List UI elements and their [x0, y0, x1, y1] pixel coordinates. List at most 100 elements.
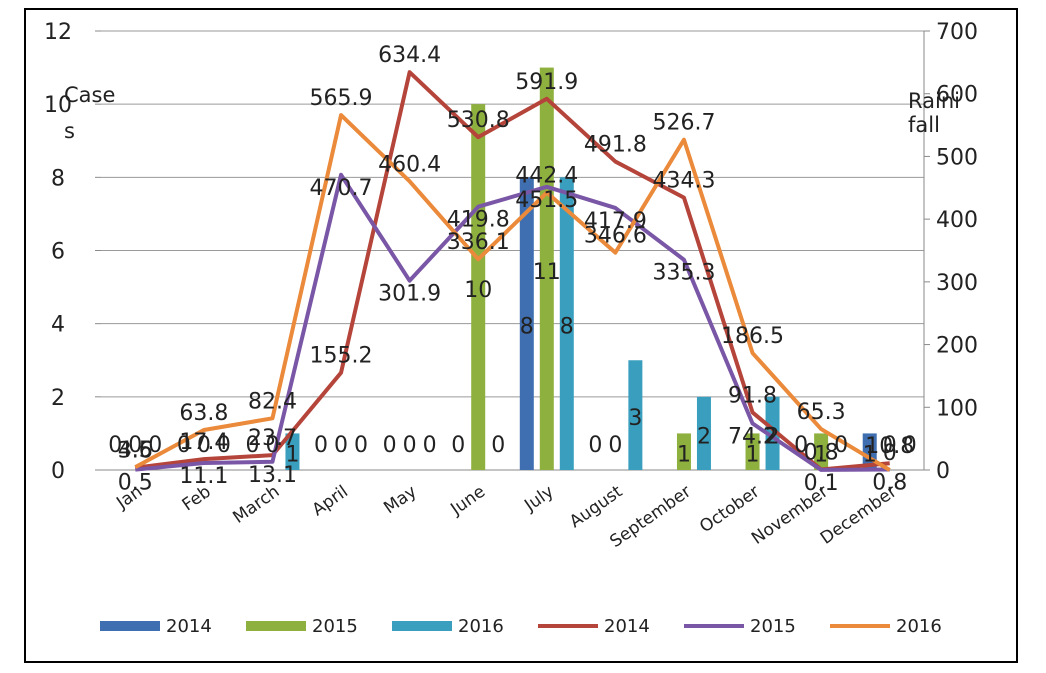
line-value-label: 13.1 [248, 463, 297, 488]
right-axis-tick-label: 600 [936, 83, 978, 108]
line-value-label: 11.1 [179, 464, 228, 489]
line-value-label: 3.6 [118, 439, 153, 464]
bar-value-label: 11 [533, 260, 561, 285]
bar-value-label: 0 [314, 433, 328, 458]
line-value-label: 417.9 [584, 209, 647, 234]
right-axis-tick-label: 0 [936, 459, 950, 484]
bar-value-label: 8 [520, 315, 534, 340]
category-tick-label: July [520, 482, 557, 516]
left-axis-tick-label: 8 [51, 166, 65, 191]
bar-2016 [696, 396, 711, 470]
line-2014 [135, 70, 890, 472]
line-value-label: 434.3 [652, 169, 715, 194]
bar-value-label: 0 [265, 433, 279, 458]
line-value-label: 23.7 [248, 426, 297, 451]
gridlines [101, 30, 924, 471]
line-value-label: 0.5 [118, 471, 153, 496]
bar-series-group [285, 67, 877, 471]
bar-value-label: 1 [746, 443, 760, 468]
legend-label: 2016 [458, 616, 504, 637]
bar-2015 [814, 433, 829, 470]
right-axis-tick-label: 300 [936, 271, 978, 296]
bar-value-label: 0 [383, 433, 397, 458]
line-value-label: 565.9 [310, 86, 373, 111]
category-tick-label: November [748, 482, 832, 549]
legend-swatch-bar [392, 621, 452, 631]
bar-value-label: 10 [464, 278, 492, 303]
bar-value-label: 0 [451, 433, 465, 458]
left-axis-tick-label: 0 [51, 459, 65, 484]
right-axis-tick-label: 700 [936, 20, 978, 45]
bar-value-label: 1 [863, 443, 877, 468]
left-axis-title-line1: Case [64, 83, 115, 107]
line-value-label: 74.2 [728, 424, 777, 449]
line-2016 [134, 113, 891, 472]
bar-2014 [519, 177, 534, 471]
category-tick-label: June [446, 482, 489, 520]
bar-2016 [285, 433, 300, 470]
bar-2016 [765, 396, 780, 470]
line-value-label: 0.8 [872, 470, 907, 495]
bar-value-label: 2 [697, 424, 711, 449]
right-axis-tick-label: 100 [936, 396, 978, 421]
legend-swatch-bar [246, 621, 306, 631]
bar-value-label: 0 [588, 433, 602, 458]
bar-2015 [539, 67, 554, 471]
line-value-label: 470.7 [310, 176, 373, 201]
left-axis-tick-label: 2 [51, 386, 65, 411]
right-axis-title-line2: fall [908, 113, 940, 137]
line-value-label: 82.4 [248, 389, 297, 414]
line-value-label: 451.5 [515, 188, 578, 213]
right-axis-tick-label: 400 [936, 208, 978, 233]
left-axis-tick-label: 6 [51, 240, 65, 265]
bar-value-label: 0 [108, 433, 122, 458]
bar-2015 [676, 433, 691, 470]
line-value-label: 442.4 [515, 164, 578, 189]
line-value-label: 301.9 [378, 282, 441, 307]
category-tick-label: April [309, 482, 352, 521]
legend-label: 2016 [896, 616, 942, 637]
line-value-label: 335.3 [652, 261, 715, 286]
bar-value-label: 1 [814, 443, 828, 468]
category-tick-label: March [229, 482, 283, 528]
category-tick-label: August [566, 482, 626, 533]
bar-value-label: 0 [245, 433, 259, 458]
bar-2015 [471, 104, 486, 471]
legend-label: 2015 [750, 616, 796, 637]
line-value-label: 186.5 [721, 324, 784, 349]
bar-value-label: 1 [677, 443, 691, 468]
line-value-label: 460.4 [378, 152, 441, 177]
bar-value-label: 0 [423, 433, 437, 458]
category-tick-label: May [380, 482, 420, 519]
bar-value-label: 0 [834, 433, 848, 458]
right-axis-title-line1: Raini [908, 89, 960, 113]
bar-value-label: 0 [403, 433, 417, 458]
bar-value-label: 0 [608, 433, 622, 458]
line-series-group [134, 70, 891, 472]
line-2015 [135, 172, 890, 472]
line-value-label: 419.8 [447, 208, 510, 233]
line-value-label: 0.1 [804, 471, 839, 496]
bar-value-label: 0 [903, 433, 917, 458]
line-value-label: 526.7 [652, 111, 715, 136]
chart-frame: 0 0 0 0 0 0 8 0 0 1 0 0 0 0 0 10 11 0 1 1 1 0 0 0 1 0 0 0 8 3 2 2 0 0 3.6 1… [24, 8, 1018, 663]
legend-label: 2014 [604, 616, 650, 637]
line-value-label: 530.8 [447, 108, 510, 133]
bar-value-label: 0 [128, 433, 142, 458]
legend-label: 2014 [166, 616, 212, 637]
line-value-label: 491.8 [584, 133, 647, 158]
line-value-label: 0 [883, 441, 897, 466]
legend-label: 2015 [312, 616, 358, 637]
right-axis-tick-label: 500 [936, 145, 978, 170]
bar-value-label: 8 [560, 315, 574, 340]
left-axis-tick-label: 10 [44, 93, 72, 118]
line-value-label: 346.6 [584, 224, 647, 249]
left-axis-tick-label: 4 [51, 313, 65, 338]
line-value-label: 10.8 [865, 434, 914, 459]
bar-value-label: 0 [148, 433, 162, 458]
bar-value-label: 0 [217, 433, 231, 458]
right-axis-tick-label: 200 [936, 334, 978, 359]
line-value-label: 4.5 [118, 438, 153, 463]
